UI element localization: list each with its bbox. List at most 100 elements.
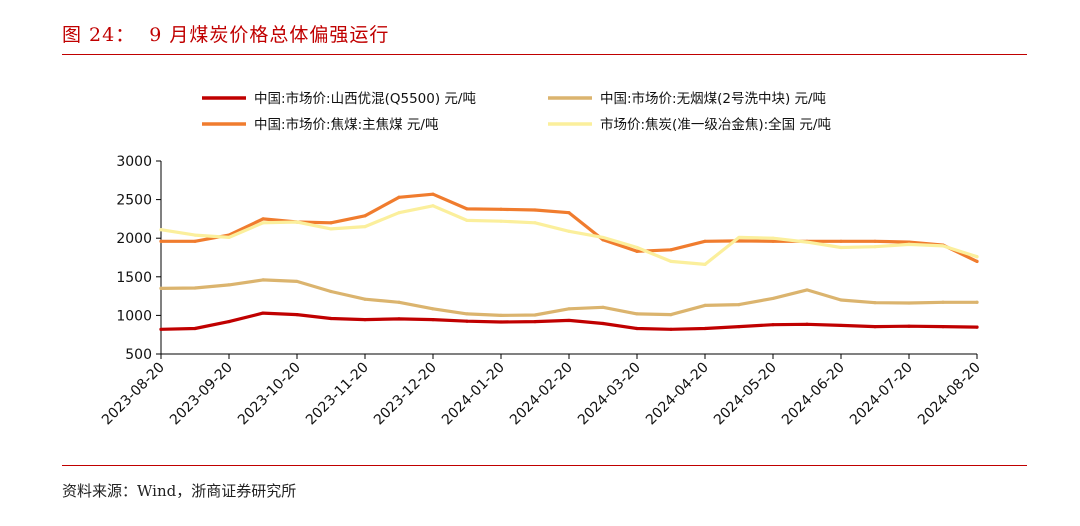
data-point bbox=[465, 319, 469, 323]
data-point bbox=[363, 214, 367, 218]
data-point bbox=[397, 211, 401, 215]
data-point bbox=[363, 297, 367, 301]
data-point bbox=[873, 324, 877, 329]
y-tick-label: 2000 bbox=[116, 231, 152, 247]
series-4 bbox=[159, 204, 979, 267]
data-point bbox=[431, 204, 435, 208]
axes: 500 1000 1500 2000 2500 3000 2023-08-20 2023-09… bbox=[99, 154, 984, 428]
data-point bbox=[601, 321, 605, 326]
data-point bbox=[669, 327, 673, 331]
data-point bbox=[261, 217, 265, 221]
data-point bbox=[771, 239, 775, 243]
data-point bbox=[363, 225, 367, 229]
title-rule bbox=[62, 54, 1027, 55]
data-point bbox=[159, 239, 163, 243]
data-point bbox=[839, 239, 843, 243]
series-lines bbox=[159, 192, 979, 331]
data-point bbox=[907, 324, 911, 328]
data-point bbox=[465, 312, 469, 316]
data-point bbox=[873, 245, 877, 249]
data-point bbox=[261, 278, 265, 282]
data-point bbox=[941, 300, 945, 304]
series-line bbox=[159, 192, 979, 263]
data-point bbox=[771, 323, 775, 327]
y-tick-label: 2500 bbox=[116, 193, 152, 209]
data-point bbox=[431, 318, 435, 322]
data-point bbox=[975, 300, 979, 304]
source-rule bbox=[62, 465, 1027, 466]
data-point bbox=[295, 313, 299, 317]
data-point bbox=[703, 239, 707, 243]
data-point bbox=[703, 303, 707, 307]
data-point bbox=[907, 301, 911, 305]
x-tick-label: 2024-06-20 bbox=[779, 360, 848, 429]
x-tick-label: 2024-08-20 bbox=[915, 360, 984, 429]
data-point bbox=[329, 227, 333, 231]
data-point bbox=[193, 326, 197, 331]
data-point bbox=[805, 240, 809, 244]
data-point bbox=[703, 262, 707, 267]
data-point bbox=[635, 312, 639, 316]
data-point bbox=[635, 326, 639, 331]
data-point bbox=[669, 313, 673, 317]
legend-item: 中国:市场价:焦煤:主焦煤 元/吨 bbox=[202, 116, 438, 133]
y-tick-label: 1000 bbox=[116, 308, 152, 324]
data-point bbox=[771, 296, 775, 301]
data-point bbox=[771, 236, 775, 240]
data-point bbox=[737, 239, 741, 243]
data-point bbox=[465, 218, 469, 223]
data-point bbox=[431, 307, 435, 311]
data-point bbox=[737, 324, 741, 329]
data-point bbox=[669, 248, 673, 252]
data-point bbox=[567, 318, 571, 323]
data-point bbox=[193, 286, 197, 290]
x-tick-label: 2024-02-20 bbox=[507, 360, 576, 429]
data-point bbox=[805, 322, 809, 326]
data-point bbox=[907, 242, 911, 246]
x-tick-label: 2024-01-20 bbox=[439, 360, 508, 429]
data-point bbox=[397, 195, 401, 199]
y-tick-label: 3000 bbox=[116, 154, 152, 170]
data-point bbox=[635, 249, 639, 253]
x-tick-label: 2024-05-20 bbox=[711, 360, 780, 429]
data-point bbox=[499, 219, 503, 223]
data-point bbox=[533, 319, 537, 324]
data-point bbox=[329, 289, 333, 294]
data-point bbox=[329, 221, 333, 225]
data-point bbox=[669, 259, 673, 263]
series-3 bbox=[159, 192, 979, 263]
data-point bbox=[941, 244, 945, 248]
data-point bbox=[533, 221, 537, 225]
data-point bbox=[499, 313, 503, 317]
data-point bbox=[873, 301, 877, 305]
figure-title: 图 24： 9 月煤炭价格总体偏强运行 bbox=[62, 24, 390, 46]
data-point bbox=[397, 300, 401, 304]
legend-item: 市场价:焦炭(准一级冶金焦):全国 元/吨 bbox=[548, 116, 831, 133]
data-point bbox=[499, 320, 503, 324]
data-point bbox=[703, 326, 707, 331]
legend-item: 中国:市场价:山西优混(Q5500) 元/吨 bbox=[202, 90, 476, 107]
x-tick-label: 2023-10-20 bbox=[235, 360, 304, 429]
data-point bbox=[839, 298, 843, 302]
x-tick-label: 2023-11-20 bbox=[303, 360, 372, 429]
data-point bbox=[227, 235, 231, 240]
data-point bbox=[329, 316, 333, 321]
x-tick-label: 2024-03-20 bbox=[575, 360, 644, 429]
data-point bbox=[465, 207, 469, 211]
data-point bbox=[941, 324, 945, 329]
legend-label: 中国:市场价:山西优混(Q5500) 元/吨 bbox=[254, 90, 476, 107]
data-point bbox=[295, 279, 299, 284]
data-point bbox=[635, 245, 639, 250]
data-point bbox=[159, 286, 163, 290]
x-tick-label: 2023-09-20 bbox=[167, 360, 236, 429]
data-point bbox=[295, 220, 299, 224]
data-point bbox=[261, 311, 265, 315]
data-point bbox=[601, 235, 605, 240]
series-1 bbox=[159, 311, 979, 331]
data-point bbox=[227, 319, 231, 324]
data-point bbox=[567, 229, 571, 233]
data-point bbox=[567, 211, 571, 215]
legend-label: 市场价:焦炭(准一级冶金焦):全国 元/吨 bbox=[600, 116, 831, 133]
legend-label: 中国:市场价:无烟煤(2号洗中块) 元/吨 bbox=[600, 90, 826, 107]
